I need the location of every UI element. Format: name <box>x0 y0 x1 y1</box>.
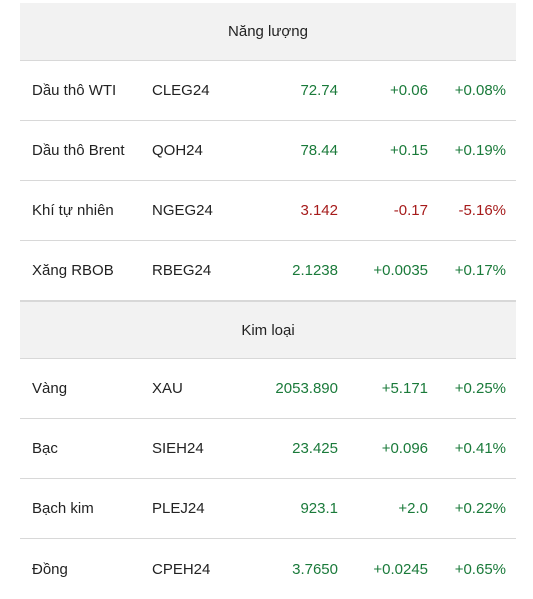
commodity-change: +0.06 <box>390 82 428 99</box>
commodity-change-percent: +0.41% <box>454 440 506 457</box>
commodity-change: +5.171 <box>381 380 428 397</box>
commodity-price: 3.7650 <box>292 560 338 578</box>
table-row-rbob[interactable]: Xăng RBOB RBEG24 2.1238 +0.0035 +0.17% <box>20 241 516 301</box>
section-header-metals: Kim loại <box>20 301 516 359</box>
commodity-price: 23.425 <box>292 440 338 457</box>
commodity-change: +2.0 <box>398 500 428 517</box>
commodity-price: 2.1238 <box>292 262 338 279</box>
commodity-price: 923.1 <box>300 500 338 517</box>
commodity-name: Đồng <box>32 560 68 578</box>
table-row-brent[interactable]: Dầu thô Brent QOH24 78.44 +0.15 +0.19% <box>20 121 516 181</box>
commodity-price: 2053.890 <box>275 380 338 397</box>
commodity-name: Bạc <box>32 440 58 457</box>
table-row-copper[interactable]: Đồng CPEH24 3.7650 +0.0245 +0.65% <box>20 539 516 599</box>
table-row-platinum[interactable]: Bạch kim PLEJ24 923.1 +2.0 +0.22% <box>20 479 516 539</box>
commodity-symbol: QOH24 <box>152 142 203 159</box>
commodity-name: Dầu thô WTI <box>32 82 117 99</box>
section-title: Năng lượng <box>228 23 308 40</box>
commodity-symbol: CLEG24 <box>152 82 210 99</box>
commodity-change: -0.17 <box>393 202 428 219</box>
table-row-gold[interactable]: Vàng XAU 2053.890 +5.171 +0.25% <box>20 359 516 419</box>
table-row-natural-gas[interactable]: Khí tự nhiên NGEG24 3.142 -0.17 -5.16% <box>20 181 516 241</box>
commodity-price: 72.74 <box>300 82 338 99</box>
commodity-change: +0.0245 <box>373 560 428 578</box>
commodity-symbol: SIEH24 <box>152 440 204 457</box>
commodity-name: Bạch kim <box>32 500 94 517</box>
commodity-change-percent: +0.22% <box>454 500 506 517</box>
commodity-change: +0.096 <box>381 440 428 457</box>
commodity-symbol: NGEG24 <box>152 202 213 219</box>
commodity-price: 3.142 <box>300 202 338 219</box>
commodity-change: +0.15 <box>390 142 428 159</box>
commodity-symbol: XAU <box>152 380 183 397</box>
commodity-change-percent: +0.17% <box>454 262 506 279</box>
commodity-name: Xăng RBOB <box>32 262 114 279</box>
commodity-name: Dầu thô Brent <box>32 142 125 159</box>
commodity-price-table: Năng lượng Dầu thô WTI CLEG24 72.74 +0.0… <box>20 3 516 599</box>
commodity-change-percent: +0.08% <box>454 82 506 99</box>
commodity-name: Vàng <box>32 380 68 397</box>
commodity-symbol: RBEG24 <box>152 262 212 279</box>
commodity-name: Khí tự nhiên <box>32 202 114 219</box>
table-row-wti[interactable]: Dầu thô WTI CLEG24 72.74 +0.06 +0.08% <box>20 61 516 121</box>
commodity-change-percent: +0.19% <box>454 142 506 159</box>
table-row-silver[interactable]: Bạc SIEH24 23.425 +0.096 +0.41% <box>20 419 516 479</box>
commodity-price: 78.44 <box>300 142 338 159</box>
section-title: Kim loại <box>241 321 295 339</box>
commodity-change-percent: -5.16% <box>458 202 506 219</box>
commodity-symbol: CPEH24 <box>152 560 211 578</box>
commodity-change-percent: +0.25% <box>454 380 506 397</box>
section-header-energy: Năng lượng <box>20 3 516 61</box>
commodity-symbol: PLEJ24 <box>152 500 205 517</box>
commodity-change: +0.0035 <box>373 262 428 279</box>
commodity-change-percent: +0.65% <box>454 560 506 578</box>
